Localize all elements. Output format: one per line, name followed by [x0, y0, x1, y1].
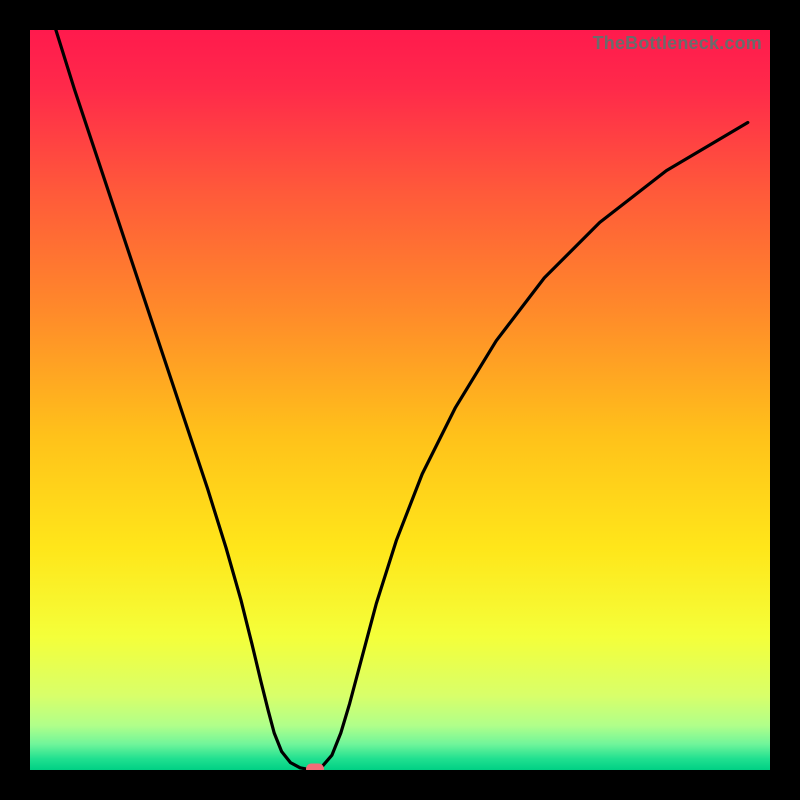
- bottleneck-curve: [30, 30, 770, 770]
- plot-area: TheBottleneck.com: [30, 30, 770, 770]
- chart-frame: TheBottleneck.com: [0, 0, 800, 800]
- minimum-marker: [306, 763, 324, 770]
- watermark-label: TheBottleneck.com: [593, 33, 762, 54]
